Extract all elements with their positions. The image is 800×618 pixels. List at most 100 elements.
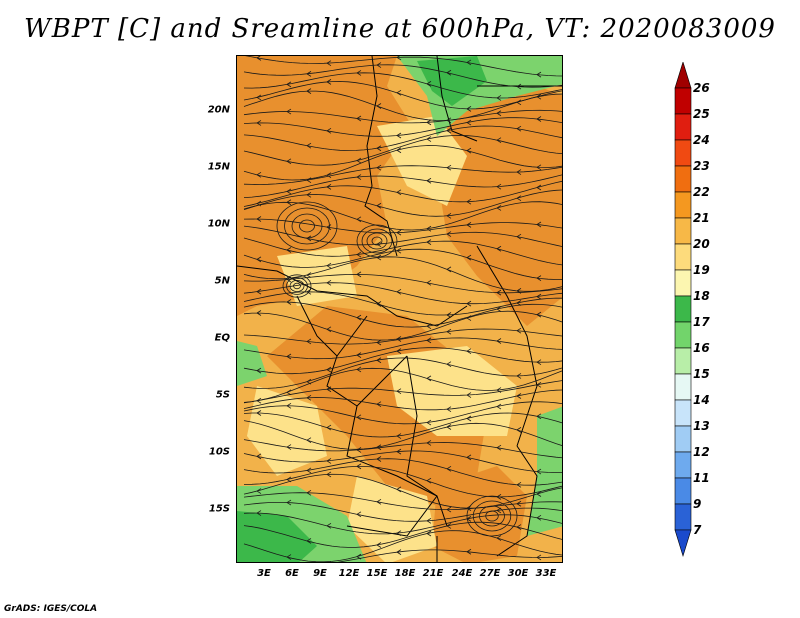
boundary-line <box>436 56 478 142</box>
streamline <box>243 347 562 375</box>
lon-label-18e: 18E <box>394 568 416 579</box>
streamline-arrow <box>516 233 522 240</box>
streamline-arrow <box>286 299 292 305</box>
colorbar-label-14: 14 <box>693 393 710 407</box>
streamline-arrow <box>376 542 382 548</box>
streamline-arrow <box>256 120 262 126</box>
streamline <box>245 56 562 77</box>
streamline-arrow <box>426 337 432 344</box>
colorbar-swatch <box>674 529 692 558</box>
boundary-line <box>364 56 398 257</box>
lat-label-5n: 5N <box>214 275 230 287</box>
streamline-arrow <box>326 366 332 373</box>
streamline-arrow <box>326 184 332 190</box>
streamline-vortex <box>472 500 512 532</box>
colorbar-label-25: 25 <box>693 107 710 121</box>
streamline <box>243 412 562 438</box>
streamline-arrow <box>256 510 262 516</box>
streamline-arrow <box>306 378 312 385</box>
wbpt-shade-cool-3 <box>387 346 517 436</box>
streamline-arrow <box>256 172 262 178</box>
streamline <box>243 64 562 88</box>
streamline-arrow <box>496 403 502 410</box>
streamline <box>243 439 562 459</box>
streamline <box>243 401 562 425</box>
streamline-arrow <box>426 440 432 446</box>
streamline-arrow <box>426 279 432 286</box>
streamline-arrow <box>466 315 472 321</box>
streamline-arrow <box>356 174 362 180</box>
map-panel <box>236 55 563 563</box>
streamline-arrow <box>466 106 472 112</box>
streamline-arrow <box>466 147 472 154</box>
streamline-arrow <box>286 402 292 409</box>
streamline-arrow <box>356 366 362 373</box>
streamline-arrow <box>516 481 522 488</box>
lon-label-9e: 9E <box>313 568 327 579</box>
map-canvas <box>237 56 562 562</box>
streamline-vortex <box>284 207 330 245</box>
streamline <box>243 109 562 124</box>
streamline-arrow <box>536 184 542 191</box>
streamline-arrow <box>306 467 312 474</box>
chart-title: WBPT [C] and Sreamline at 600hPa, VT: 20… <box>24 14 776 44</box>
streamline-arrow <box>356 271 362 278</box>
colorbar-swatch <box>674 243 692 271</box>
streamline-arrow <box>256 256 262 263</box>
wbpt-shade-green-west <box>237 341 267 386</box>
streamline-arrow <box>446 361 452 368</box>
streamline-arrow <box>256 453 262 460</box>
colorbar-label-24: 24 <box>693 133 710 147</box>
streamline-arrow <box>396 247 402 254</box>
streamline-arrow <box>256 94 262 101</box>
streamline-arrow <box>376 339 382 346</box>
streamline <box>243 125 562 151</box>
colorbar-swatch <box>674 425 692 453</box>
streamline <box>243 225 562 247</box>
streamline-arrow <box>446 164 452 171</box>
colorbar-label-15: 15 <box>693 367 710 381</box>
colorbar-swatch <box>674 321 692 349</box>
streamline-arrow <box>466 222 472 228</box>
streamline-arrow <box>396 288 402 295</box>
streamline-arrow <box>396 486 402 493</box>
boundary-line <box>296 295 368 357</box>
colorbar-label-22: 22 <box>693 185 710 199</box>
streamline-arrow <box>516 83 522 90</box>
lat-label-20n: 20N <box>207 104 230 116</box>
streamline <box>243 357 562 389</box>
streamline-arrow <box>286 247 292 253</box>
streamline-arrow <box>426 375 432 382</box>
lon-label-33e: 33E <box>535 568 557 579</box>
streamline-arrow <box>256 397 262 404</box>
streamline <box>243 337 562 360</box>
streamline-arrow <box>426 239 432 245</box>
colorbar-label-13: 13 <box>693 419 710 433</box>
streamline-arrow <box>376 202 382 209</box>
streamline-arrow <box>516 327 522 334</box>
streamline <box>243 237 562 266</box>
colorbar-label-7: 7 <box>693 523 702 537</box>
colorbar-label-26: 26 <box>693 81 710 95</box>
colorbar-swatch <box>674 87 692 115</box>
lat-label-10n: 10N <box>207 218 230 230</box>
streamline-arrow <box>256 288 262 295</box>
colorbar-label-20: 20 <box>693 237 710 251</box>
streamline-arrow <box>536 514 542 521</box>
streamline-arrow <box>466 198 472 205</box>
streamline-arrow <box>286 158 292 165</box>
lon-label-6e: 6E <box>285 568 299 579</box>
colorbar-swatch <box>674 399 692 427</box>
streamline <box>243 256 562 292</box>
lon-label-3e: 3E <box>257 568 271 579</box>
streamline-arrow <box>496 245 502 252</box>
boundary-line <box>346 495 438 537</box>
streamline <box>243 367 562 403</box>
streamline-arrow <box>446 212 452 219</box>
streamline-arrow <box>496 137 502 143</box>
streamline-arrow <box>466 300 472 307</box>
streamline-arrow <box>466 392 472 398</box>
streamline <box>243 466 562 498</box>
lon-label-27e: 27E <box>479 568 501 579</box>
colorbar-swatch <box>674 477 692 505</box>
